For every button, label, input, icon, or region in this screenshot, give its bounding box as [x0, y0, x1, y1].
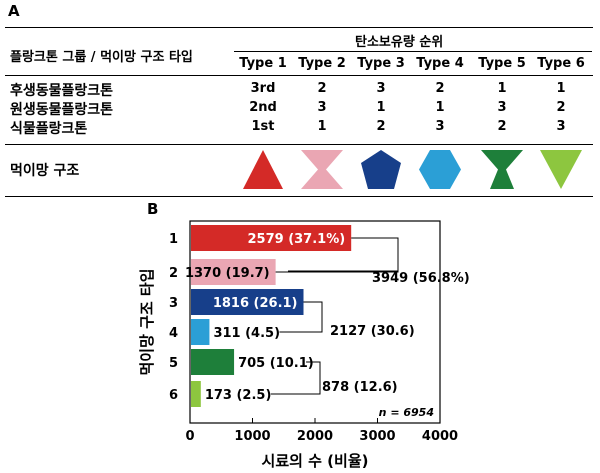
x-tick-label-1000: 1000	[234, 429, 270, 444]
type-header-6: Type 6	[537, 56, 585, 71]
x-tick-label-4000: 4000	[422, 429, 458, 444]
y-axis-title: 먹이망 구조 타입	[138, 268, 156, 375]
group-name-2: 원생동물플랑크톤	[10, 102, 114, 118]
type-header-5: Type 5	[478, 56, 526, 71]
bar-value-label-2: 1370 (19.7)	[185, 266, 270, 281]
bar-type-5	[191, 349, 235, 375]
foodweb-label: 먹이망 구조	[10, 163, 80, 179]
x-axis-title: 시료의 수 (비율)	[262, 452, 369, 470]
group-name-1: 후생동물플랑크톤	[10, 83, 114, 99]
table-bottom-rule	[5, 196, 593, 197]
pair-bracket-3	[270, 361, 321, 395]
rank-cell: 3rd	[250, 81, 276, 96]
x-tick-label-3000: 3000	[359, 429, 395, 444]
rank-cell: 2	[556, 100, 566, 115]
row-header: 플랑크톤 그룹 / 먹이망 구조 타입	[10, 50, 193, 65]
bar-value-label-4: 311 (4.5)	[213, 326, 280, 341]
bar-type-4	[191, 319, 210, 345]
bar-type-1	[191, 225, 352, 251]
foodweb-shapes	[243, 150, 582, 189]
pair-total-label-3: 878 (12.6)	[322, 380, 398, 395]
bar-value-label-6: 173 (2.5)	[205, 388, 272, 403]
rank-cell: 3	[497, 100, 507, 115]
rank-cell: 1st	[251, 119, 275, 134]
pair-bracket-2	[279, 301, 323, 333]
pair-bracket-1	[275, 237, 399, 273]
table-mid-rule	[5, 144, 593, 145]
super-header-rule	[234, 51, 592, 52]
bar-value-label-5: 705 (10.1)	[238, 356, 314, 371]
rank-cell: 2	[497, 119, 507, 134]
type-header-4: Type 4	[416, 56, 464, 71]
rank-cell: 3	[317, 100, 327, 115]
y-tick-label-4: 4	[169, 326, 178, 341]
table-top-rule	[5, 27, 593, 28]
rank-cell: 1	[497, 81, 507, 96]
bar-type-3	[191, 289, 304, 315]
y-tick-label-5: 5	[169, 356, 178, 371]
type-header-1: Type 1	[239, 56, 287, 71]
group-name-3: 식물플랑크톤	[10, 121, 88, 137]
pair-total-label-2: 2127 (30.6)	[330, 324, 415, 339]
pentagon-icon	[361, 150, 401, 189]
y-tick-label-3: 3	[169, 296, 178, 311]
y-tick-label-2: 2	[169, 266, 178, 281]
rank-cell: 1	[435, 100, 445, 115]
panel-a-label: A	[8, 2, 20, 20]
rank-cell: 2	[376, 119, 386, 134]
x-tick-label-0: 0	[185, 429, 194, 444]
panel-b-label: B	[147, 200, 159, 218]
rank-cell: 2	[317, 81, 327, 96]
rank-super-header: 탄소보유량 순위	[355, 35, 444, 50]
x-tick-label-2000: 2000	[297, 429, 333, 444]
bar-value-label-3: 1816 (26.1)	[213, 296, 298, 311]
y-tick-label-6: 6	[169, 388, 178, 403]
type-header-2: Type 2	[298, 56, 346, 71]
rank-cell: 3	[376, 81, 386, 96]
inverted-triangle-icon	[540, 150, 582, 189]
bar-type-6	[191, 381, 201, 407]
triangle-icon	[243, 150, 283, 189]
rank-cell: 2	[435, 81, 445, 96]
bar-value-label-1: 2579 (37.1%)	[247, 232, 345, 247]
bar-type-2	[191, 259, 276, 285]
rank-cell: 3	[435, 119, 445, 134]
header-bottom-rule	[5, 75, 593, 76]
y-tick-label-1: 1	[169, 232, 178, 247]
type-header-3: Type 3	[357, 56, 405, 71]
rank-cell: 2nd	[249, 100, 277, 115]
hexagon-icon	[419, 150, 461, 189]
rank-cell: 3	[556, 119, 566, 134]
hourglass-icon	[301, 150, 343, 189]
rank-cell: 1	[376, 100, 386, 115]
goblet-icon	[481, 150, 523, 189]
rank-cell: 1	[317, 119, 327, 134]
pair-total-label-1: 3949 (56.8%)	[372, 271, 470, 286]
sample-size-annotation: n = 6954	[379, 406, 434, 419]
rank-cell: 1	[556, 81, 566, 96]
